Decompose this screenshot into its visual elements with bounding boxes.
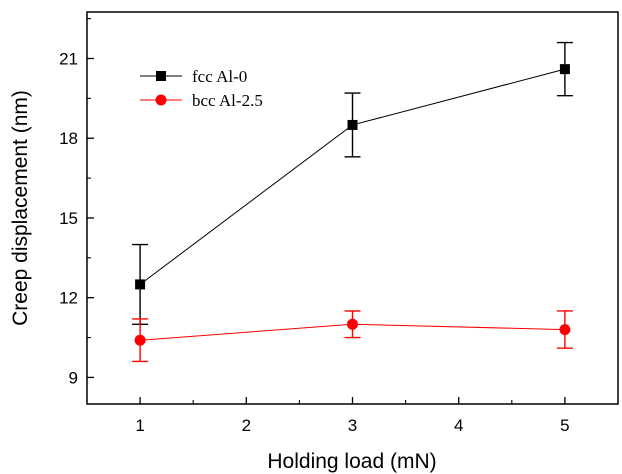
legend-marker-square <box>156 71 166 81</box>
x-axis-label: Holding load (mN) <box>267 450 436 473</box>
plot-frame <box>86 11 619 405</box>
y-tick-label: 18 <box>59 129 78 148</box>
series-group <box>132 310 573 363</box>
x-tick-label: 5 <box>560 416 569 435</box>
data-point-square <box>559 64 570 75</box>
y-tick-label: 12 <box>59 289 78 308</box>
series-group <box>132 41 573 325</box>
legend-label: bcc Al-2.5 <box>192 91 263 110</box>
series-layer <box>132 41 573 363</box>
y-tick-label: 15 <box>59 209 78 228</box>
y-tick-label: 9 <box>69 368 78 387</box>
y-axis-label: Creep displacement (nm) <box>9 90 32 326</box>
data-point-circle <box>134 334 146 346</box>
legend-marker-circle <box>155 94 167 106</box>
data-point-square <box>135 279 146 290</box>
data-point-circle <box>347 318 358 330</box>
x-tick-label: 1 <box>135 416 144 435</box>
x-tick-label: 2 <box>242 416 251 435</box>
x-tick-label: 4 <box>454 416 463 435</box>
legend-label: fcc Al-0 <box>192 67 247 86</box>
data-point-square <box>347 119 358 130</box>
legend: fcc Al-0 bcc Al-2.5 <box>140 67 263 110</box>
x-tick-label: 3 <box>348 416 357 435</box>
data-point-circle <box>559 324 571 336</box>
y-tick-label: 21 <box>59 50 78 69</box>
